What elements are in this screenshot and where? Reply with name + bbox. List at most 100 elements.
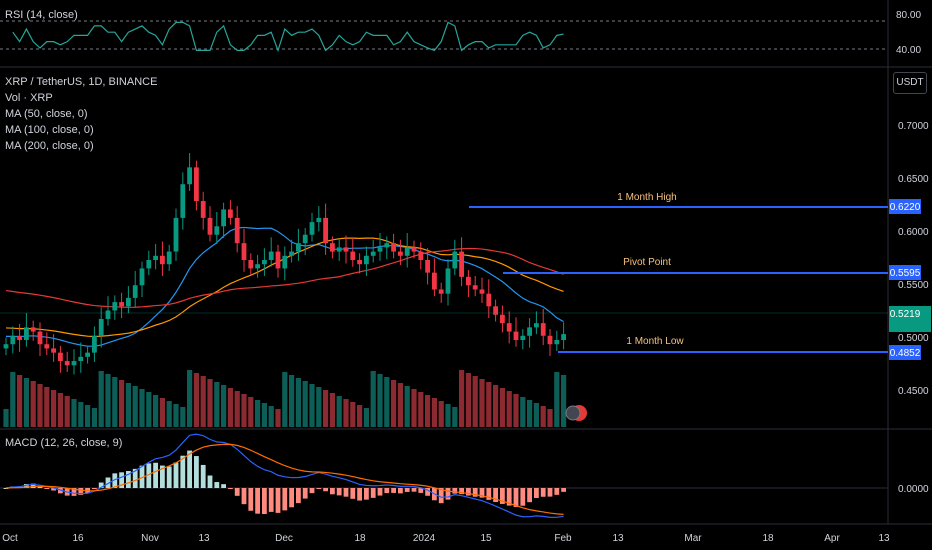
macd-hist-bar	[44, 488, 50, 489]
ma100-legend[interactable]: MA (100, close, 0)	[5, 124, 94, 136]
volume-bar	[323, 390, 329, 427]
candle-body	[411, 247, 417, 252]
volume-bar	[64, 396, 70, 427]
macd-hist-bar	[153, 462, 158, 488]
macd-hist-bar	[58, 488, 63, 494]
ma200-legend[interactable]: MA (200, close, 0)	[5, 140, 94, 152]
volume-bar	[112, 377, 118, 427]
symbol-legend[interactable]: XRP / TetherUS, 1D, BINANCE	[5, 76, 158, 88]
candle-body	[316, 217, 322, 223]
candle-body	[234, 217, 240, 244]
volume-bar	[214, 382, 220, 427]
volume-bar	[10, 372, 16, 427]
volume-legend[interactable]: Vol · XRP	[5, 92, 53, 104]
ma50-legend[interactable]: MA (50, close, 0)	[5, 108, 88, 120]
candle-body	[404, 247, 410, 256]
time-label-nov: Nov	[141, 533, 159, 544]
candle-body	[160, 255, 165, 265]
price-tick-0500: 0.5000	[898, 333, 929, 344]
candle-body	[364, 255, 369, 265]
macd-hist-bar	[384, 488, 390, 494]
candle-body	[268, 251, 274, 260]
macd-hist-bar	[255, 488, 260, 514]
volume-bar	[533, 403, 539, 427]
macd-legend[interactable]: MACD (12, 26, close, 9)	[5, 437, 123, 449]
volume-bar	[506, 391, 512, 427]
candle-body	[255, 264, 260, 269]
currency-button[interactable]: USDT	[893, 72, 927, 94]
volume-bar	[17, 375, 23, 427]
volume-bar	[486, 382, 492, 427]
rsi-legend[interactable]: RSI (14, close)	[5, 9, 78, 21]
volume-bar	[554, 372, 560, 427]
volume-bar	[139, 389, 145, 427]
macd-hist-bar	[139, 465, 145, 488]
candle-body	[119, 302, 124, 307]
macd-hist-bar	[520, 488, 526, 506]
volume-bar	[350, 402, 356, 427]
macd-hist-bar	[343, 488, 349, 497]
candle-body	[228, 209, 233, 218]
volume-bar	[51, 390, 57, 427]
volume-bar	[37, 384, 43, 427]
volume-bar	[268, 406, 274, 427]
macd-hist-bar	[200, 464, 206, 488]
lightning-icon[interactable]	[565, 405, 581, 421]
volume-bar	[241, 394, 247, 427]
candle-body	[445, 268, 451, 294]
volume-bar	[91, 408, 97, 427]
volume-bar	[493, 385, 499, 427]
candle-body	[357, 260, 362, 265]
macd-hist-bar	[479, 488, 485, 498]
volume-bar	[166, 401, 172, 427]
volume-bar	[105, 374, 111, 427]
volume-bar	[479, 379, 485, 427]
candle-body	[296, 243, 301, 252]
volume-bar	[445, 404, 451, 427]
candle-body	[10, 335, 16, 345]
candle-body	[153, 255, 158, 260]
volume-bar	[255, 400, 261, 427]
pivot-tag	[889, 265, 921, 280]
volume-bar	[3, 409, 9, 427]
macd-hist-bar	[438, 488, 444, 504]
volume-bar	[173, 404, 179, 427]
price-tick-0600: 0.6000	[898, 227, 929, 238]
macd-hist-bar	[418, 488, 424, 493]
candle-body	[561, 334, 566, 340]
volume-bar	[561, 375, 567, 427]
price-tick-0450: 0.4500	[898, 386, 929, 397]
candle-body	[207, 217, 213, 235]
volume-bar	[472, 376, 478, 427]
candle-body	[343, 247, 349, 252]
volume-bar	[282, 372, 288, 427]
candle-body	[30, 327, 36, 332]
candle-body	[200, 201, 206, 218]
candle-body	[24, 327, 29, 340]
candlesticks	[3, 153, 566, 375]
volume-bar	[513, 394, 519, 427]
macd-hist-bar	[500, 488, 505, 504]
macd-hist-bar	[234, 488, 240, 496]
rsi-tick-80: 80.00	[896, 10, 921, 21]
macd-hist-bar	[472, 488, 478, 497]
candle-body	[71, 361, 77, 366]
candle-body	[282, 255, 288, 269]
macd-hist-bar	[425, 488, 430, 496]
month-high-tag-text: 0.6220	[890, 202, 921, 213]
macd-hist-bar	[404, 488, 410, 492]
volume-bar	[187, 370, 193, 427]
macd-hist-bar	[214, 482, 220, 488]
macd-hist-bar	[207, 475, 213, 488]
month-high-tag	[889, 199, 921, 214]
macd-hist-bar	[92, 488, 97, 489]
candle-body	[241, 243, 247, 260]
current-price-tag-text: 0.5219	[890, 309, 921, 320]
volume-bar	[499, 388, 505, 427]
candle-body	[187, 167, 192, 185]
macd-hist-bar	[445, 488, 451, 500]
time-axis[interactable]: Oct 16 Nov 13 Dec 18 2024 15 Feb 13 Mar …	[2, 533, 890, 544]
macd-hist-bar	[105, 477, 111, 488]
volume-bar	[384, 377, 390, 427]
